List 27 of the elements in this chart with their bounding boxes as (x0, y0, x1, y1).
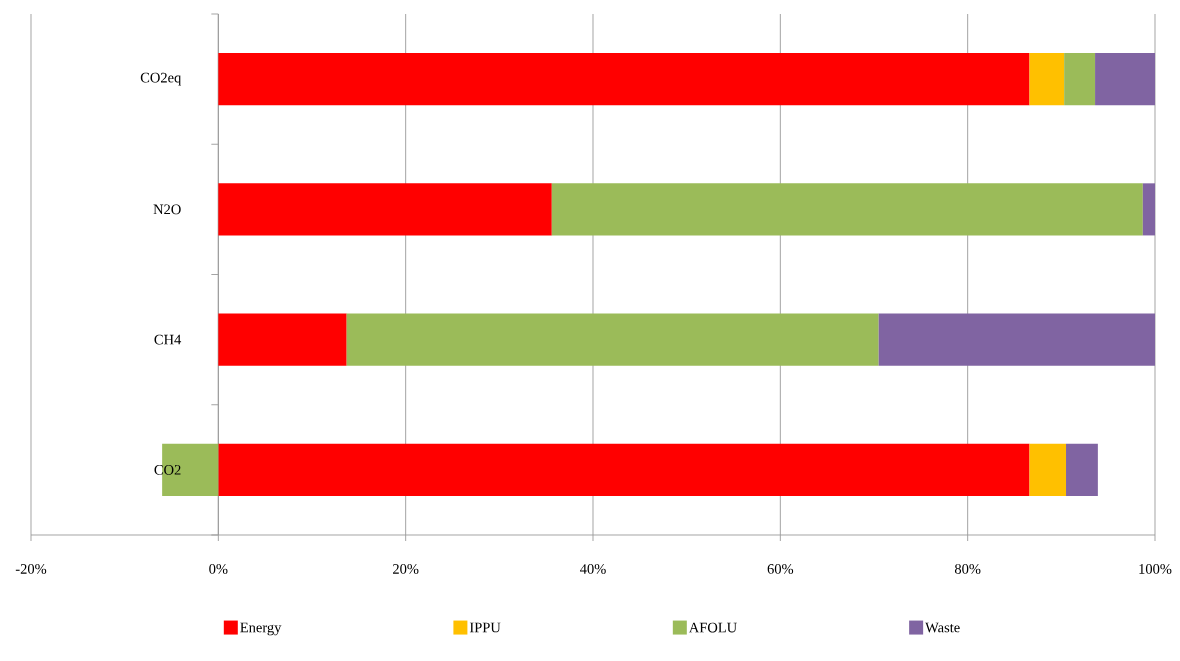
bar (1029, 53, 1065, 106)
x-tick-label: 80% (954, 564, 981, 574)
legend-label: Waste (925, 622, 960, 633)
bar (1029, 443, 1067, 496)
bar (218, 313, 347, 366)
bar (878, 313, 1155, 366)
bar (218, 183, 552, 236)
bar (218, 443, 1030, 496)
bar (1066, 443, 1098, 496)
y-tick-label: N2O (153, 204, 181, 215)
y-tick-label: CO2eq (140, 72, 182, 86)
legend-label: AFOLU (688, 622, 737, 633)
bar (1095, 53, 1155, 106)
legend-label: Energy (240, 622, 282, 636)
x-tick-label: 60% (767, 564, 794, 574)
x-tick-label: 0% (209, 564, 228, 574)
x-tick-label: 40% (579, 564, 606, 574)
x-tick-label: 20% (393, 564, 419, 574)
y-tick-label: CH4 (154, 334, 182, 345)
bar (346, 313, 879, 366)
bar (218, 53, 1030, 106)
x-tick-label: 100% (1139, 564, 1172, 574)
bar (1142, 183, 1155, 236)
bar (1064, 53, 1096, 106)
x-tick-label: -20% (15, 564, 47, 574)
bar (551, 183, 1143, 236)
legend-label: IPPU (469, 622, 501, 633)
